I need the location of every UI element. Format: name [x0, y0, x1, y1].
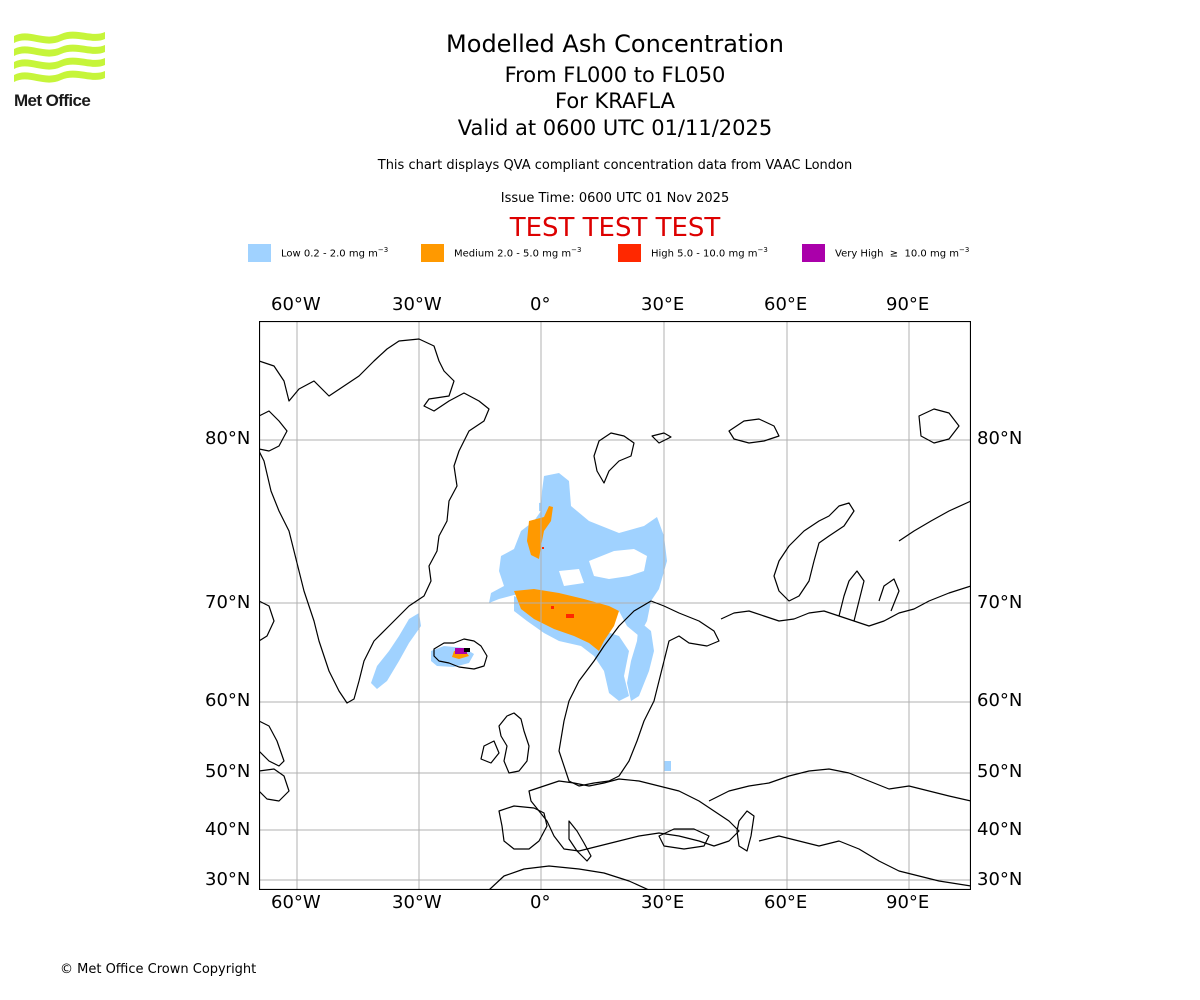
- lat-label-left-60n: 60°N: [205, 690, 251, 711]
- lon-label-bottom-60w: 60°W: [271, 892, 321, 913]
- lat-label-right-30n: 30°N: [977, 869, 1023, 890]
- lon-label-bottom-30w: 30°W: [392, 892, 442, 913]
- legend-swatch-high: [618, 244, 641, 262]
- flight-level-range: From FL000 to FL050: [504, 63, 726, 87]
- test-banner: TEST TEST TEST: [509, 213, 721, 243]
- lon-label-top-30w: 30°W: [392, 294, 442, 315]
- lat-label-left-80n: 80°N: [205, 428, 251, 449]
- legend-item-low: Low 0.2 - 2.0 mg m−3: [248, 244, 388, 262]
- lon-label-top-30e: 30°E: [641, 294, 685, 315]
- legend-label-low: Low 0.2 - 2.0 mg m: [281, 248, 378, 260]
- lat-label-right-50n: 50°N: [977, 761, 1023, 782]
- chart-description: This chart displays QVA compliant concen…: [377, 158, 853, 173]
- ash-very-high-layer: [455, 648, 467, 654]
- legend-item-medium: Medium 2.0 - 5.0 mg m−3: [421, 244, 581, 262]
- valid-time: Valid at 0600 UTC 01/11/2025: [457, 116, 773, 140]
- lat-label-right-80n: 80°N: [977, 428, 1023, 449]
- lon-label-top-60e: 60°E: [764, 294, 808, 315]
- legend-label-high: High 5.0 - 10.0 mg m: [651, 248, 758, 260]
- legend-swatch-medium: [421, 244, 444, 262]
- legend-label-medium: Medium 2.0 - 5.0 mg m: [454, 248, 572, 260]
- ash-concentration-map[interactable]: [259, 321, 971, 890]
- lon-label-top-0: 0°: [530, 294, 551, 315]
- coastlines: [259, 338, 971, 890]
- volcano-name: For KRAFLA: [555, 89, 675, 113]
- legend-swatch-very-high: [802, 244, 825, 262]
- lon-label-bottom-60e: 60°E: [764, 892, 808, 913]
- legend-item-high: High 5.0 - 10.0 mg m−3: [618, 244, 768, 262]
- chart-title: Modelled Ash Concentration: [446, 30, 784, 58]
- lat-label-left-30n: 30°N: [205, 869, 251, 890]
- lat-label-left-50n: 50°N: [205, 761, 251, 782]
- met-office-logo-icon: [14, 31, 105, 83]
- legend-item-very-high: Very High ≥ 10.0 mg m−3: [802, 244, 969, 262]
- lat-label-right-40n: 40°N: [977, 819, 1023, 840]
- lon-label-bottom-90e: 90°E: [886, 892, 930, 913]
- copyright-notice: © Met Office Crown Copyright: [60, 962, 257, 977]
- lon-label-bottom-0: 0°: [530, 892, 551, 913]
- legend-label-very-high: Very High ≥ 10.0 mg m: [835, 248, 959, 260]
- lon-label-bottom-30e: 30°E: [641, 892, 685, 913]
- lon-label-top-60w: 60°W: [271, 294, 321, 315]
- lat-label-right-60n: 60°N: [977, 690, 1023, 711]
- lon-label-top-90e: 90°E: [886, 294, 930, 315]
- map-frame: [259, 321, 971, 890]
- lat-label-left-70n: 70°N: [205, 592, 251, 613]
- lat-label-left-40n: 40°N: [205, 819, 251, 840]
- legend-swatch-low: [248, 244, 271, 262]
- met-office-logo-text: Met Office: [14, 91, 91, 110]
- issue-time: Issue Time: 0600 UTC 01 Nov 2025: [500, 191, 730, 206]
- lat-label-right-70n: 70°N: [977, 592, 1023, 613]
- ash-high-layer: [542, 547, 574, 618]
